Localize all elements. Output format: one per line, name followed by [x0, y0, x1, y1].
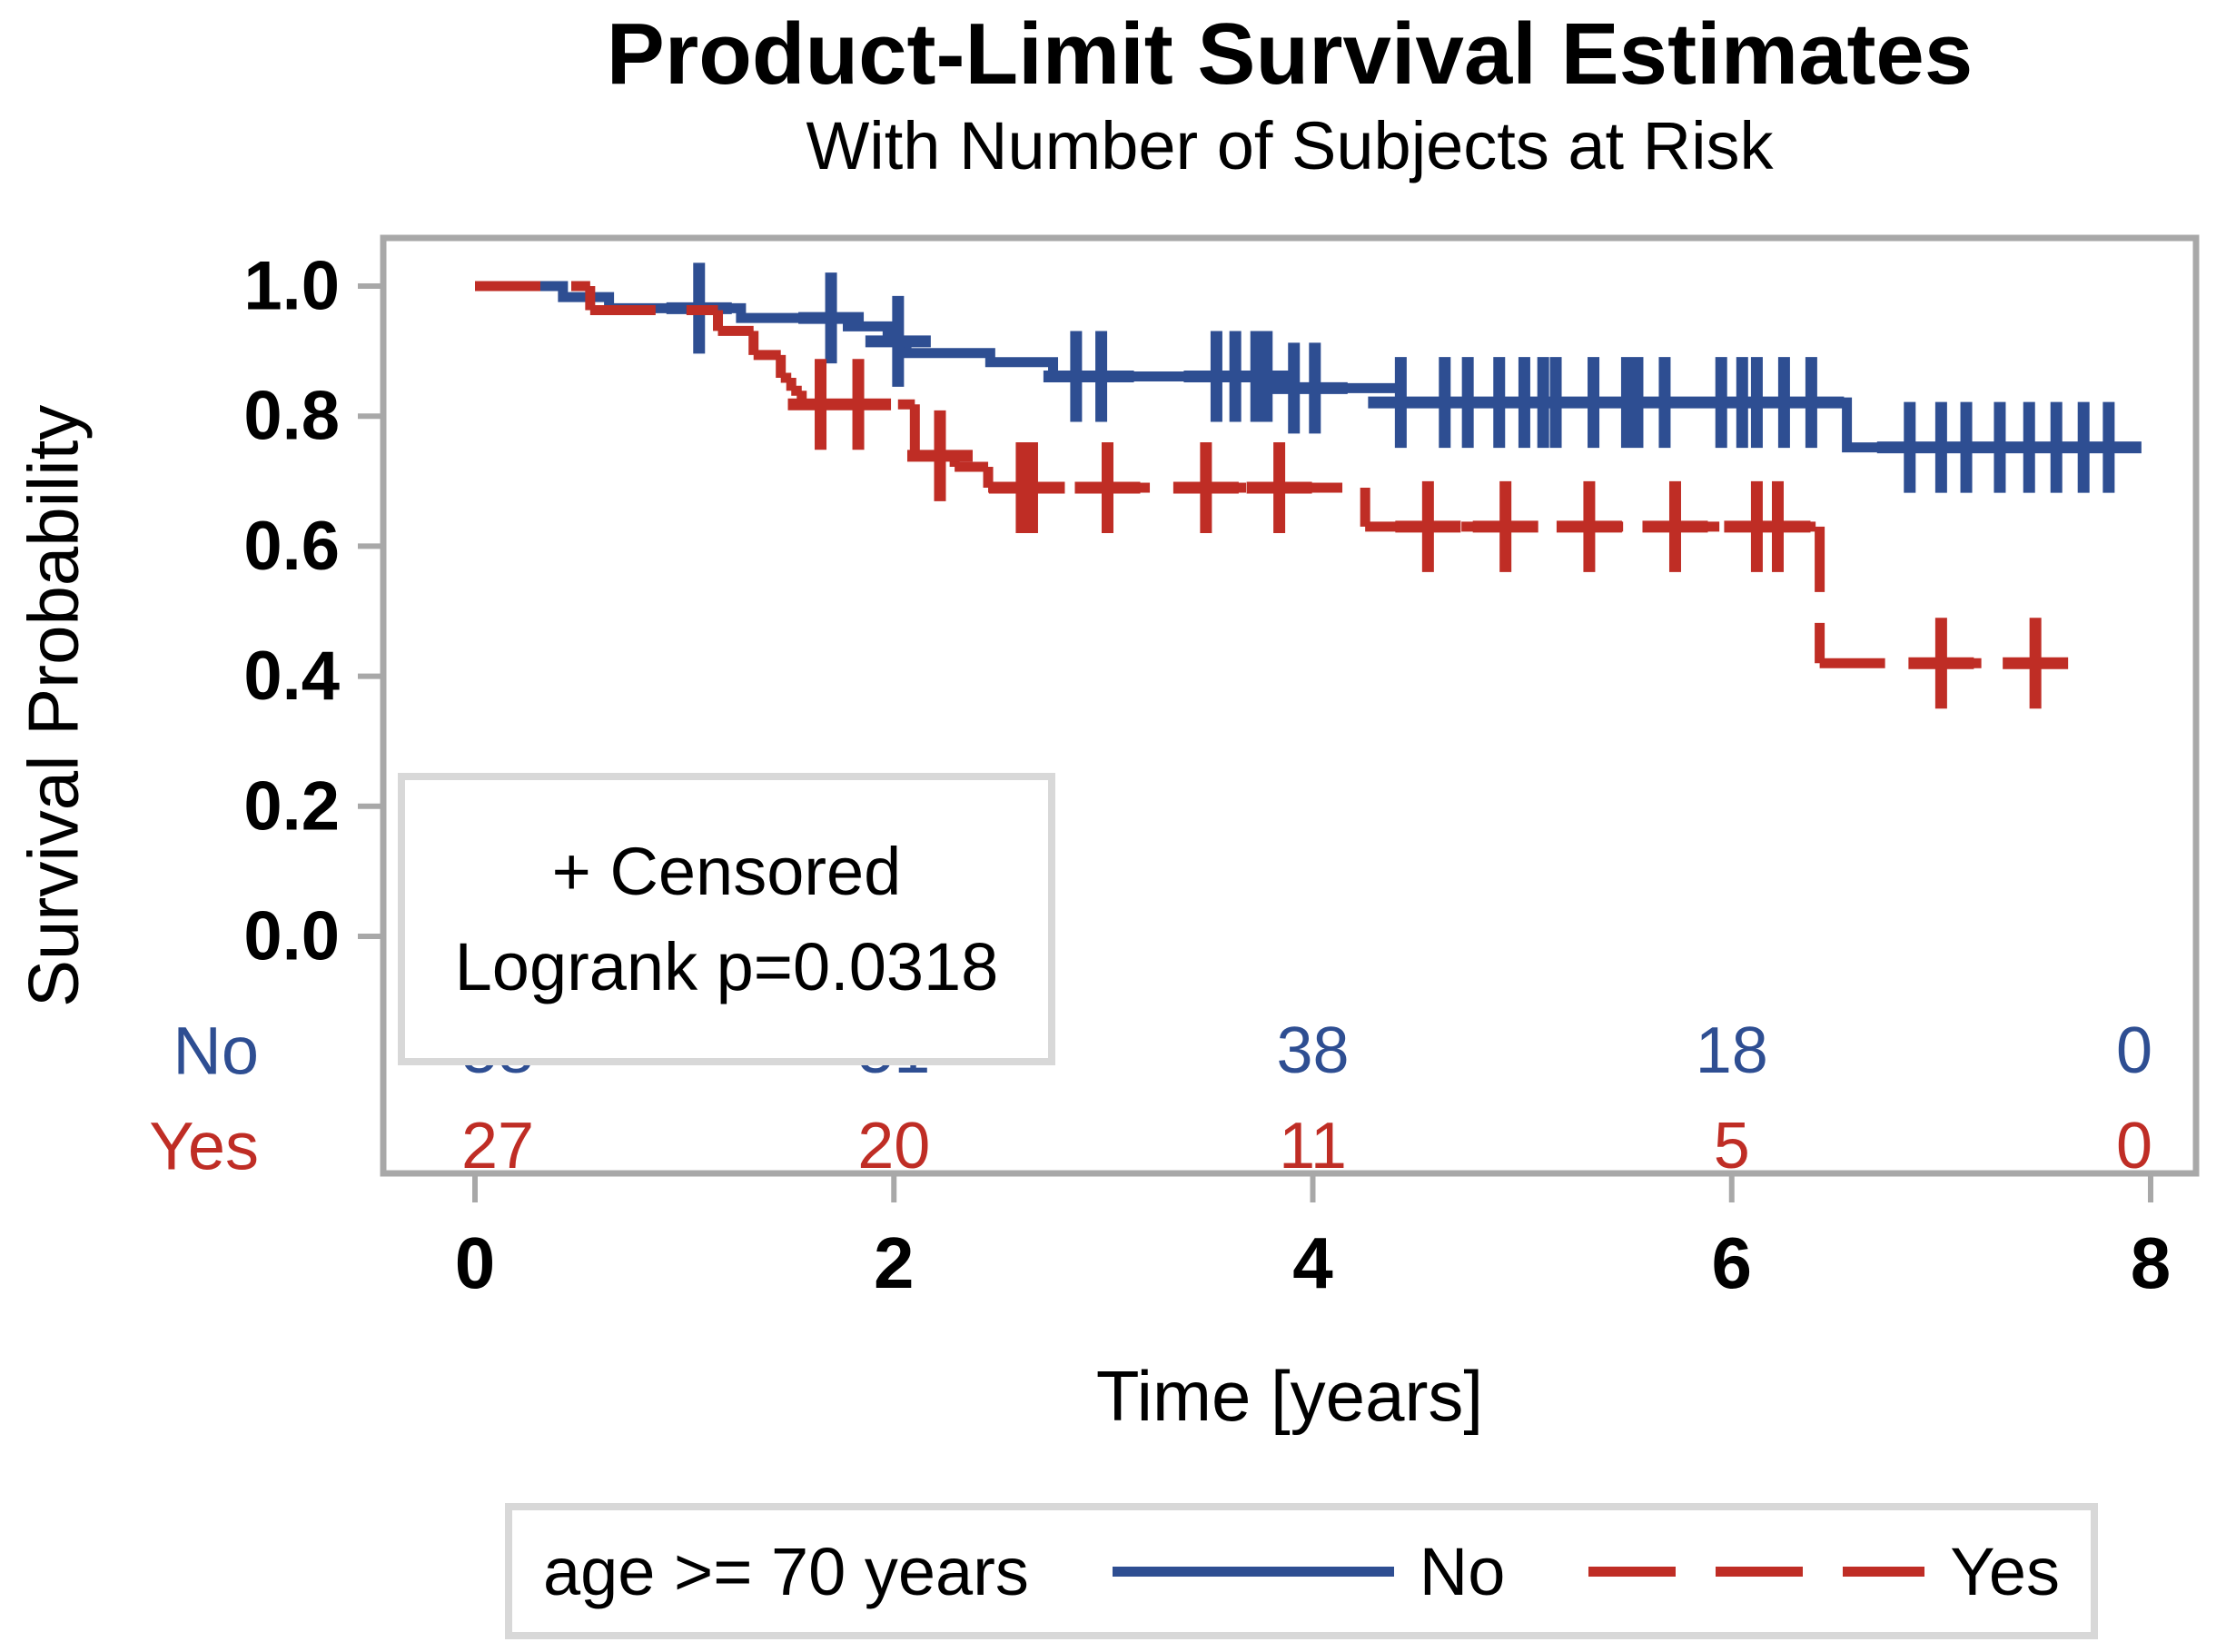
at-risk-count: 20 — [857, 1110, 930, 1182]
x-tick-label: 8 — [2131, 1222, 2172, 1303]
legend-label-yes: Yes — [1950, 1533, 2060, 1609]
chart-subtitle: With Number of Subjects at Risk — [806, 108, 1774, 183]
at-risk-count: 38 — [1276, 1014, 1349, 1087]
legend-line-yes-icon — [1588, 1566, 1925, 1577]
x-tick-label: 0 — [455, 1222, 496, 1303]
legend-box: age >= 70 years No Yes — [505, 1503, 2098, 1639]
at-risk-row-label: Yes — [149, 1109, 259, 1184]
y-tick-label: 0.0 — [243, 898, 340, 975]
plot-frame — [380, 234, 2200, 1177]
at-risk-count: 18 — [1696, 1014, 1768, 1087]
annotation-box: + Censored Logrank p=0.0318 — [398, 773, 1055, 1065]
censor-marks-no — [666, 262, 2142, 493]
logrank-label: Logrank p=0.0318 — [454, 929, 999, 1004]
legend-line-no-icon — [1112, 1566, 1394, 1577]
y-tick-label: 0.8 — [243, 378, 340, 455]
chart-title: Product-Limit Survival Estimates — [606, 5, 1974, 103]
legend-title: age >= 70 years — [543, 1533, 1029, 1609]
at-risk-count: 27 — [461, 1110, 534, 1182]
y-tick-label: 1.0 — [243, 248, 340, 325]
at-risk-row-label: No — [173, 1014, 259, 1089]
legend-entry-no: No — [1112, 1533, 1506, 1610]
at-risk-count: 0 — [2116, 1014, 2152, 1087]
y-tick-label: 0.4 — [243, 638, 340, 715]
censor-marks-yes — [787, 359, 2069, 709]
at-risk-count: 0 — [2116, 1110, 2152, 1182]
legend-label-no: No — [1419, 1533, 1506, 1609]
legend-entry-yes: Yes — [1588, 1533, 2060, 1610]
y-tick-label: 0.6 — [243, 508, 340, 585]
y-tick-label: 0.2 — [243, 767, 340, 845]
at-risk-count: 5 — [1714, 1110, 1750, 1182]
x-tick-label: 6 — [1712, 1222, 1753, 1303]
x-tick-label: 2 — [874, 1222, 915, 1303]
x-tick-label: 4 — [1292, 1222, 1333, 1303]
x-axis-title: Time [years] — [1095, 1356, 1484, 1436]
censored-label: + Censored — [551, 834, 902, 909]
at-risk-count: 11 — [1279, 1110, 1347, 1182]
